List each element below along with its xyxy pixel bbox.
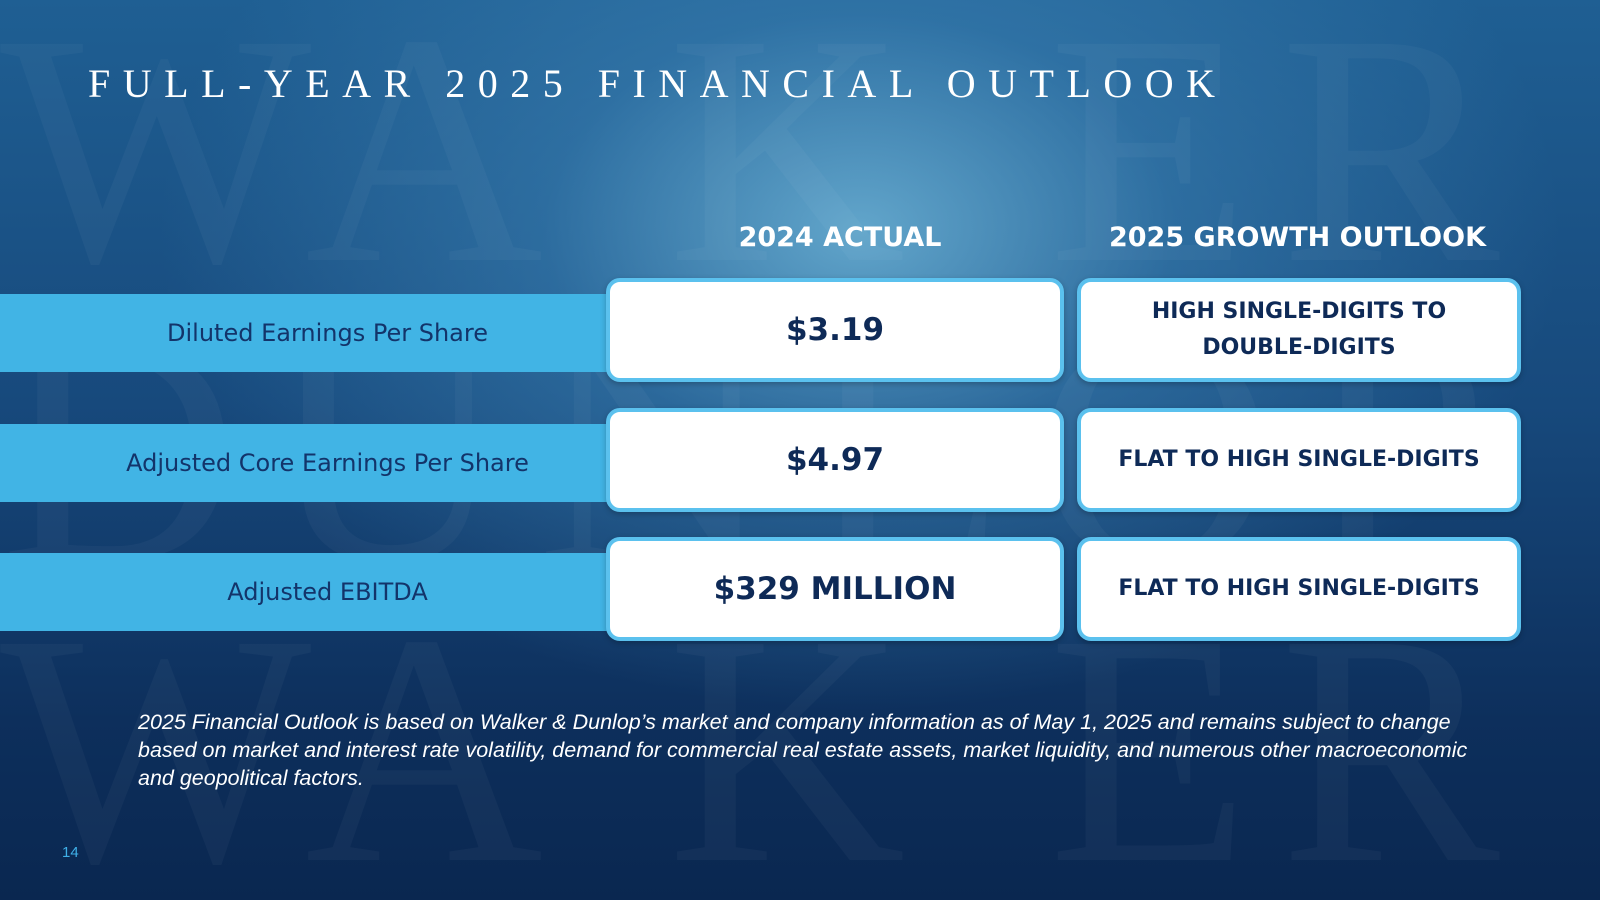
- outlook-value: FLAT TO HIGH SINGLE-DIGITS: [1118, 447, 1480, 472]
- outlook-value: HIGH SINGLE-DIGITS TO DOUBLE-DIGITS: [1151, 299, 1447, 360]
- column-header-2025-growth-outlook: 2025 GROWTH OUTLOOK: [1108, 222, 1486, 253]
- actual-value-box: $329 MILLION: [606, 537, 1064, 641]
- metric-row-diluted-eps: Diluted Earnings Per Share $3.19 HIGH SI…: [0, 278, 1600, 388]
- metric-label: Adjusted EBITDA: [227, 578, 428, 606]
- metric-label: Adjusted Core Earnings Per Share: [126, 449, 529, 477]
- outlook-footnote: 2025 Financial Outlook is based on Walke…: [138, 710, 1468, 790]
- metric-arrow: [0, 553, 678, 631]
- page-number: 14: [62, 844, 79, 861]
- actual-value: $4.97: [785, 442, 885, 478]
- column-header-2024-actual: 2024 ACTUAL: [738, 222, 942, 253]
- outlook-value-box: HIGH SINGLE-DIGITS TO DOUBLE-DIGITS: [1077, 278, 1521, 382]
- outlook-value-box: FLAT TO HIGH SINGLE-DIGITS: [1077, 408, 1521, 512]
- metric-row-adjusted-core-eps: Adjusted Core Earnings Per Share $4.97 F…: [0, 408, 1600, 518]
- metric-label: Diluted Earnings Per Share: [167, 319, 488, 347]
- actual-value-box: $4.97: [606, 408, 1064, 512]
- metric-arrow: [0, 424, 678, 502]
- actual-value-box: $3.19: [606, 278, 1064, 382]
- outlook-value: FLAT TO HIGH SINGLE-DIGITS: [1118, 576, 1480, 601]
- metric-row-adjusted-ebitda: Adjusted EBITDA $329 MILLION FLAT TO HIG…: [0, 537, 1600, 647]
- slide-title: FULL-YEAR 2025 FINANCIAL OUTLOOK: [88, 61, 1228, 106]
- metric-arrow: [0, 294, 678, 372]
- actual-value: $3.19: [785, 312, 885, 348]
- actual-value: $329 MILLION: [713, 571, 957, 607]
- outlook-value-box: FLAT TO HIGH SINGLE-DIGITS: [1077, 537, 1521, 641]
